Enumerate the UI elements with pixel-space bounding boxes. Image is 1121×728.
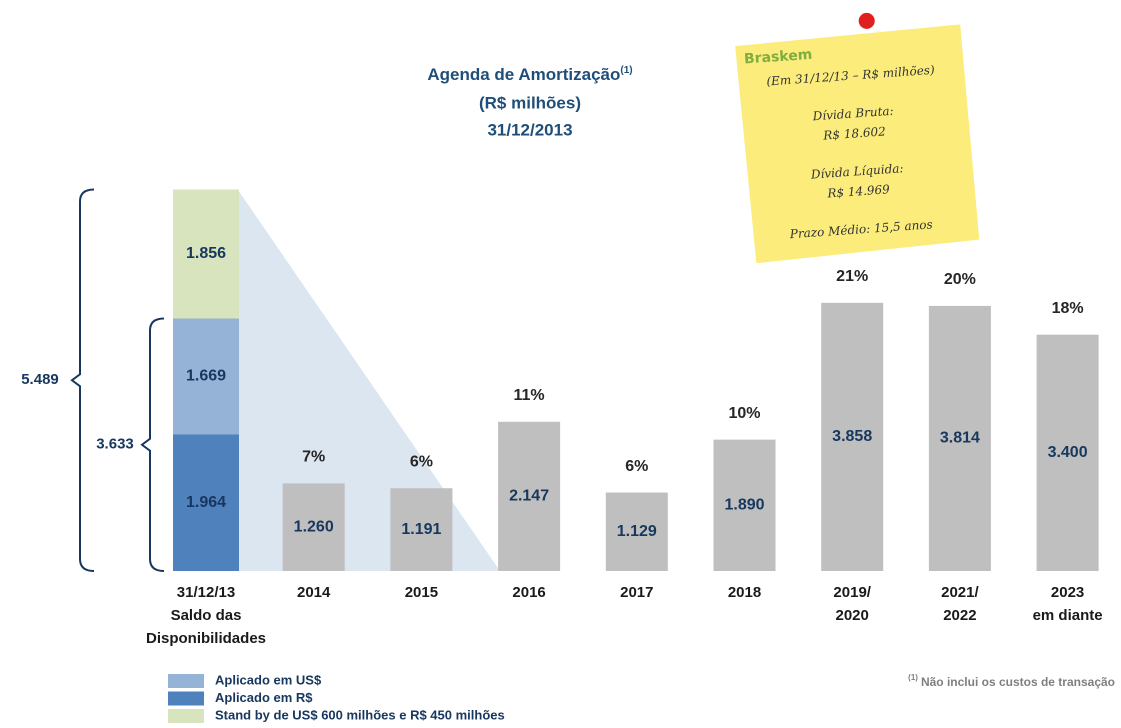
value-label: 1.260 xyxy=(294,518,334,535)
x-tick-label: 2022 xyxy=(943,607,976,624)
x-tick-label: 2020 xyxy=(836,607,869,624)
x-tick-label: 2015 xyxy=(405,584,438,601)
legend-swatch xyxy=(168,709,204,723)
share-label: 7% xyxy=(302,449,325,466)
share-label: 18% xyxy=(1052,300,1084,317)
pin xyxy=(858,12,875,29)
x-tick-label: 2017 xyxy=(620,584,653,601)
legend-label: Aplicado em R$ xyxy=(215,690,313,705)
value-label: 1.129 xyxy=(617,523,657,540)
x-tick-label: 2016 xyxy=(512,584,545,601)
value-label: 1.964 xyxy=(186,494,226,511)
legend-swatch xyxy=(168,674,204,688)
legend-label: Stand by de US$ 600 milhões e R$ 450 mil… xyxy=(215,707,505,722)
x-tick-label: em diante xyxy=(1033,607,1103,624)
x-tick-label: 31/12/13 xyxy=(177,584,235,601)
value-label: 1.669 xyxy=(186,368,226,385)
value-label: 1.890 xyxy=(724,497,764,514)
total-bracket xyxy=(72,190,94,571)
total-label: 3.633 xyxy=(96,436,134,453)
share-label: 11% xyxy=(514,387,545,404)
x-tick-label: 2023 xyxy=(1051,584,1084,601)
page: {"chart_data": { "type": "bar", "title":… xyxy=(0,0,1121,728)
chart-title: Agenda de Amortização(1) xyxy=(427,65,632,85)
x-tick-label: 2014 xyxy=(297,584,331,601)
total-bracket xyxy=(142,319,164,571)
x-tick-label: 2018 xyxy=(728,584,761,601)
value-label: 3.400 xyxy=(1048,444,1088,461)
value-label: 1.191 xyxy=(401,521,441,538)
chart: Agenda de Amortização(1) (R$ milhões) 31… xyxy=(0,0,1121,728)
footnote-text: Não inclui os custos de transação xyxy=(921,675,1115,689)
title-note: (1) xyxy=(620,65,632,76)
breakdown-wedge xyxy=(238,190,500,571)
share-label: 6% xyxy=(410,453,433,470)
footnote: (1)Não inclui os custos de transação xyxy=(908,673,1115,689)
share-label: 20% xyxy=(944,271,976,288)
share-label: 6% xyxy=(625,458,648,475)
title-text: Agenda de Amortização xyxy=(427,65,620,84)
value-label: 3.858 xyxy=(832,428,872,445)
x-tick-label: Disponibilidades xyxy=(146,630,266,647)
total-label: 5.489 xyxy=(21,371,59,388)
sticky-note: Braskem (Em 31/12/13 – R$ milhões) Dívid… xyxy=(733,6,979,263)
value-label: 3.814 xyxy=(940,430,980,447)
share-label: 10% xyxy=(728,405,760,422)
x-tick-label: 2021/ xyxy=(941,584,979,601)
chart-subtitle: (R$ milhões) xyxy=(479,93,581,112)
legend-swatch xyxy=(168,692,204,706)
legend-label: Aplicado em US$ xyxy=(215,672,322,687)
value-label: 2.147 xyxy=(509,488,549,505)
share-label: 21% xyxy=(836,268,868,285)
footnote-mark: (1) xyxy=(908,673,918,682)
x-tick-label: Saldo das xyxy=(171,607,242,624)
chart-date: 31/12/2013 xyxy=(487,120,572,139)
x-tick-label: 2019/ xyxy=(833,584,871,601)
value-label: 1.856 xyxy=(186,245,226,262)
